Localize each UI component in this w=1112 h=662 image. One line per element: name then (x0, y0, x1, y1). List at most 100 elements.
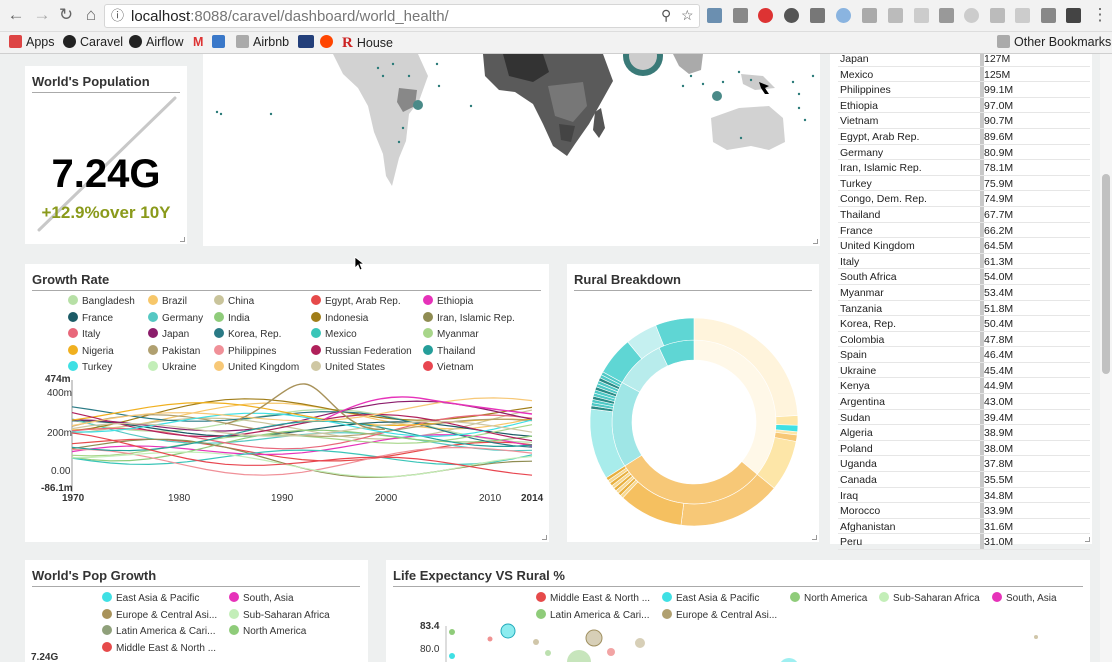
menu-icon[interactable]: ⋮ (1091, 5, 1109, 24)
star-icon[interactable]: ☆ (681, 7, 694, 23)
sunburst-segment[interactable] (774, 431, 798, 442)
legend-item[interactable]: Korea, Rep. (214, 328, 281, 340)
table-row[interactable]: Tanzania 51.8M (838, 300, 1090, 317)
legend-item[interactable]: Mexico (311, 328, 357, 340)
table-row[interactable]: Ukraine 45.4M (838, 362, 1090, 379)
legend-item[interactable]: Latin America & Cari... (536, 608, 649, 621)
legend-item[interactable]: Middle East & North ... (102, 641, 216, 654)
legend-item[interactable]: East Asia & Pacific (102, 592, 199, 604)
legend-item[interactable]: Italy (68, 328, 100, 340)
extension-icon[interactable] (733, 8, 748, 23)
legend-item[interactable]: Iran, Islamic Rep. (423, 311, 515, 324)
table-row[interactable]: Algeria 38.9M (838, 425, 1090, 441)
bookmark-airflow[interactable]: Airflow (129, 35, 184, 49)
other-bookmarks[interactable]: Other Bookmarks (997, 35, 1111, 49)
scrollbar-thumb[interactable] (1102, 174, 1110, 374)
table-row[interactable]: Congo, Dem. Rep. 74.9M (838, 191, 1090, 207)
legend-item[interactable]: Myanmar (423, 328, 479, 340)
legend-item[interactable]: Ukraine (148, 361, 196, 373)
table-row[interactable]: Italy 61.3M (838, 253, 1090, 270)
extension-icon[interactable] (939, 8, 954, 23)
extension-icon[interactable] (914, 8, 929, 23)
table-row[interactable]: Vietnam 90.7M (838, 113, 1090, 129)
legend-item[interactable]: Philippines (214, 344, 276, 357)
legend-item[interactable]: South, Asia (229, 592, 294, 604)
table-row[interactable]: France 66.2M (838, 222, 1090, 239)
extension-icon[interactable] (707, 8, 722, 23)
legend-item[interactable]: Europe & Central Asi... (102, 608, 217, 621)
legend-item[interactable]: Indonesia (311, 311, 368, 324)
table-row[interactable]: Thailand 67.7M (838, 206, 1090, 223)
resize-handle[interactable] (1085, 537, 1090, 542)
legend-item[interactable]: North America (790, 592, 867, 604)
search-icon[interactable]: ⚲ (661, 7, 672, 23)
legend-item[interactable]: Nigeria (68, 344, 114, 357)
bookmark-apps[interactable]: Apps (9, 35, 55, 49)
legend-item[interactable]: Europe & Central Asi... (662, 608, 777, 621)
table-row[interactable]: Morocco 33.9M (838, 503, 1090, 519)
legend-item[interactable]: Egypt, Arab Rep. (311, 295, 401, 307)
adblock-icon[interactable] (758, 8, 773, 23)
table-row[interactable]: United Kingdom 64.5M (838, 238, 1090, 254)
legend-item[interactable]: Bangladesh (68, 295, 135, 307)
table-row[interactable]: Ethiopia 97.0M (838, 97, 1090, 114)
extension-icon[interactable] (836, 8, 851, 23)
address-bar[interactable]: ⓘ localhost:8088/caravel/dashboard/world… (104, 4, 700, 28)
table-row[interactable]: Germany 80.9M (838, 144, 1090, 161)
back-arrow-icon[interactable]: ← (7, 5, 25, 24)
resize-handle[interactable] (813, 239, 818, 244)
legend-item[interactable]: France (68, 311, 113, 324)
table-row[interactable]: Korea, Rep. 50.4M (838, 316, 1090, 332)
table-row[interactable]: Myanmar 53.4M (838, 284, 1090, 301)
sunburst-segment[interactable] (775, 424, 799, 433)
table-row[interactable]: Philippines 99.1M (838, 82, 1090, 98)
extension-icon[interactable] (990, 8, 1005, 23)
bookmark-delicious[interactable] (212, 35, 229, 49)
home-icon[interactable]: ⌂ (85, 5, 97, 24)
bookmark-airbnb[interactable]: Airbnb (236, 35, 289, 49)
table-row[interactable]: Egypt, Arab Rep. 89.6M (838, 128, 1090, 145)
legend-item[interactable]: United Kingdom (214, 361, 299, 373)
table-row[interactable]: Argentina 43.0M (838, 394, 1090, 410)
table-row[interactable]: South Africa 54.0M (838, 269, 1090, 285)
extension-icon[interactable] (862, 8, 877, 23)
table-row[interactable]: Japan 127M (838, 54, 1090, 67)
table-row[interactable]: Colombia 47.8M (838, 331, 1090, 348)
legend-item[interactable]: Latin America & Cari... (102, 625, 215, 637)
forward-arrow-icon[interactable]: → (33, 5, 51, 24)
legend-item[interactable]: Brazil (148, 295, 187, 307)
legend-item[interactable]: United States (311, 361, 385, 373)
table-row[interactable]: Iraq 34.8M (838, 487, 1090, 504)
legend-item[interactable]: North America (229, 625, 306, 637)
table-row[interactable]: Peru 31.0M (838, 534, 1090, 550)
legend-item[interactable]: Vietnam (423, 361, 474, 373)
extension-icon[interactable] (784, 8, 799, 23)
resize-handle[interactable] (180, 237, 185, 242)
resize-handle[interactable] (812, 535, 817, 540)
legend-item[interactable]: South, Asia (992, 592, 1057, 604)
table-row[interactable]: Kenya 44.9M (838, 378, 1090, 395)
legend-item[interactable]: Sub-Saharan Africa (229, 608, 330, 621)
legend-item[interactable]: Thailand (423, 344, 475, 357)
legend-item[interactable]: Turkey (68, 361, 112, 373)
bookmark-gmail[interactable]: M (193, 35, 204, 49)
legend-item[interactable]: Pakistan (148, 344, 200, 357)
table-row[interactable]: Poland 38.0M (838, 440, 1090, 457)
table-row[interactable]: Sudan 39.4M (838, 409, 1090, 426)
table-row[interactable]: Spain 46.4M (838, 347, 1090, 363)
legend-item[interactable]: China (214, 295, 254, 307)
table-row[interactable]: Mexico 125M (838, 66, 1090, 83)
legend-item[interactable]: Japan (148, 328, 189, 340)
table-row[interactable]: Iran, Islamic Rep. 78.1M (838, 160, 1090, 176)
extension-icon[interactable] (1015, 8, 1030, 23)
legend-item[interactable]: Ethiopia (423, 295, 473, 307)
extension-icon[interactable] (1066, 8, 1081, 23)
legend-item[interactable]: Germany (148, 311, 203, 324)
table-row[interactable]: Turkey 75.9M (838, 175, 1090, 192)
legend-item[interactable]: India (214, 311, 250, 324)
camera-icon[interactable] (1041, 8, 1056, 23)
legend-item[interactable]: Russian Federation (311, 344, 412, 357)
page-scrollbar[interactable] (1100, 54, 1112, 662)
resize-handle[interactable] (542, 535, 547, 540)
bookmark-nfl[interactable] (298, 35, 318, 49)
